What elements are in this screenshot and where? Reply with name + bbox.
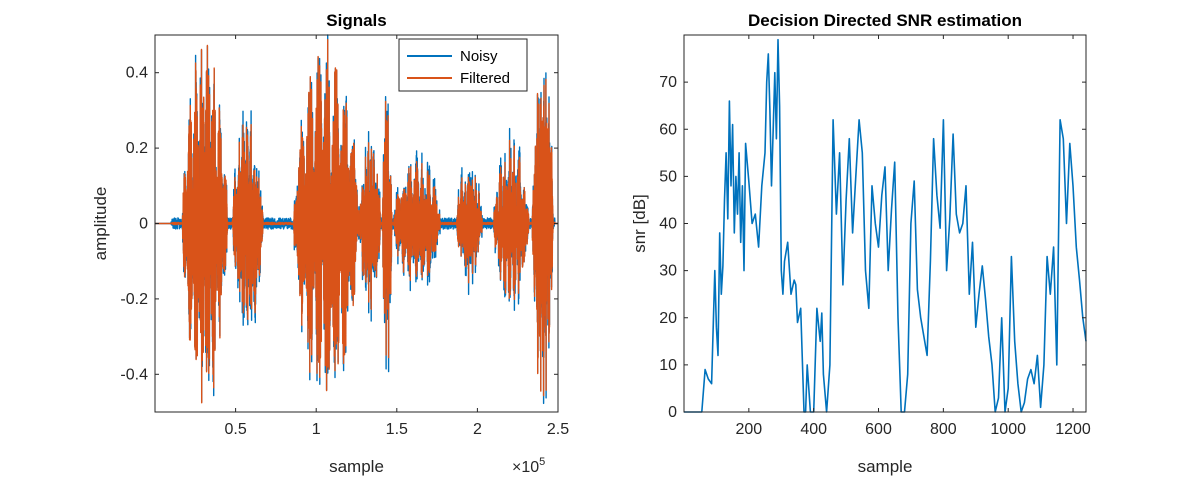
x-tick-label: 200 — [735, 421, 762, 438]
x-tick-label: 0.5 — [224, 421, 246, 438]
y-tick-label: -0.2 — [120, 291, 148, 308]
y-tick-label: 10 — [659, 357, 677, 374]
y-tick-label: 30 — [659, 263, 677, 280]
signals-y-label: amplitude — [91, 187, 110, 261]
x-tick-label: 600 — [865, 421, 892, 438]
x-tick-label: 800 — [930, 421, 957, 438]
y-tick-label: 0 — [668, 404, 677, 421]
snr-axes: 200 400 600 800 1000 1200 0 10 20 30 40 50 60 70 Dec… — [630, 11, 1091, 476]
x-tick-label: 2.5 — [547, 421, 569, 438]
y-tick-label: 0.4 — [126, 65, 148, 82]
x-tick-label: 1 — [312, 421, 321, 438]
y-tick-label: -0.4 — [120, 366, 148, 383]
y-tick-label: 50 — [659, 168, 677, 185]
signals-axes: 0.5 1 1.5 2 2.5 -0.4 -0.2 0 0.2 0.4 Signals samp… — [91, 11, 569, 476]
x-exponent-label: ×105 — [512, 456, 545, 476]
signals-x-label: sample — [329, 457, 384, 476]
snr-x-label: sample — [858, 457, 913, 476]
signals-title: Signals — [326, 11, 386, 30]
snr-y-ticks: 0 10 20 30 40 50 60 70 — [659, 74, 1086, 421]
y-tick-label: 70 — [659, 74, 677, 91]
legend-noisy-label: Noisy — [460, 48, 498, 65]
signals-lines — [154, 34, 559, 405]
y-tick-label: 20 — [659, 310, 677, 327]
x-tick-label: 1.5 — [386, 421, 408, 438]
snr-x-ticks: 200 400 600 800 1000 1200 — [735, 35, 1091, 438]
snr-plot-area — [684, 35, 1086, 412]
filtered-series-line — [154, 39, 559, 404]
y-tick-label: 0.2 — [126, 140, 148, 157]
y-tick-label: 40 — [659, 216, 677, 233]
signals-y-ticks: -0.4 -0.2 0 0.2 0.4 — [120, 65, 558, 383]
signals-x-ticks: 0.5 1 1.5 2 2.5 — [224, 35, 569, 438]
y-tick-label: 0 — [139, 216, 148, 233]
x-tick-label: 400 — [800, 421, 827, 438]
legend-filtered-label: Filtered — [460, 70, 510, 87]
y-tick-label: 60 — [659, 121, 677, 138]
snr-series-line — [684, 38, 1087, 413]
snr-title: Decision Directed SNR estimation — [748, 11, 1022, 30]
snr-y-label: snr [dB] — [630, 194, 649, 253]
x-tick-label: 1000 — [990, 421, 1026, 438]
x-tick-label: 1200 — [1055, 421, 1091, 438]
signals-legend: Noisy Filtered — [398, 38, 528, 92]
legend-box — [398, 38, 528, 92]
x-tick-label: 2 — [473, 421, 482, 438]
